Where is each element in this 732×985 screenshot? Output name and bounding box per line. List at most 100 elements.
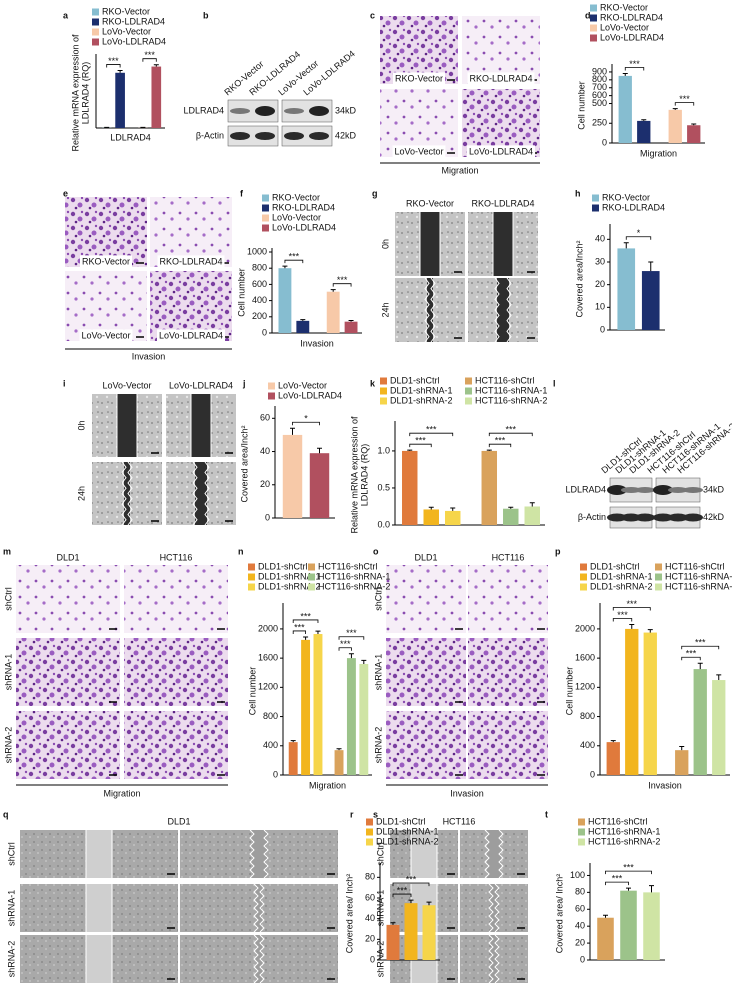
blot-membrane	[281, 99, 333, 123]
legend-label: LoVo-LDLRAD4	[272, 222, 336, 232]
significance-bracket	[605, 881, 629, 886]
scratch-gap	[497, 278, 509, 342]
legend-label: DLD1-shRNA-1	[258, 571, 321, 581]
legend-label: RKO-LDLRAD4	[602, 202, 665, 212]
micrograph	[386, 565, 466, 633]
label-background	[156, 329, 226, 342]
caption: Migration	[103, 788, 140, 798]
y-tick-label: 0	[590, 769, 595, 779]
significance-label: ***	[612, 874, 623, 884]
scratch-gap	[195, 462, 207, 525]
legend-label: RKO-Vector	[600, 2, 648, 12]
y-tick-label: 500	[592, 98, 607, 108]
wound-edge	[498, 829, 504, 879]
bar	[641, 271, 660, 330]
significance-label: ***	[340, 639, 351, 649]
panel-title: HCT116	[443, 816, 476, 826]
significance-label: ***	[695, 638, 706, 648]
wound-edge	[506, 277, 512, 343]
blot-membrane	[281, 125, 333, 147]
legend-label: LoVo-Vector	[278, 380, 327, 390]
y-axis-label: Covered area/Inch²	[239, 425, 249, 502]
significance-bracket	[612, 607, 651, 611]
significance-label: ***	[397, 885, 408, 895]
micrograph	[386, 638, 466, 706]
significance-bracket	[292, 630, 306, 634]
significance-label: ***	[289, 252, 300, 262]
significance-label: ***	[495, 436, 506, 446]
column-label: HCT116	[492, 552, 525, 562]
panel-title: DLD1	[167, 816, 190, 826]
wound-edge	[484, 829, 490, 879]
scratch-gap	[86, 935, 112, 983]
micrograph	[124, 711, 228, 779]
significance-label: ***	[144, 50, 155, 60]
y-axis-label: Relative mRNA expression of	[70, 34, 80, 152]
y-axis-label: Covered area/Inch²	[574, 240, 584, 317]
bar	[344, 321, 358, 333]
error-bar	[603, 914, 608, 918]
legend-swatch	[655, 583, 662, 591]
error-bar	[348, 653, 354, 659]
error-bar	[408, 899, 414, 904]
y-tick-label: 80	[575, 887, 585, 897]
panel-letter: g	[372, 188, 378, 198]
legend-label: HCT116-shCtrl	[588, 816, 647, 826]
significance-bracket	[409, 432, 454, 437]
significance-label: ***	[406, 874, 417, 884]
legend-label: RKO-LDLRAD4	[102, 16, 165, 26]
significance-bracket	[332, 283, 352, 287]
y-axis-label: LDLRAD4 (RQ)	[359, 444, 369, 507]
micrograph	[150, 197, 232, 267]
micrograph	[124, 638, 228, 706]
legend-swatch	[590, 14, 597, 22]
panel-letter: s	[373, 809, 378, 819]
bar	[282, 434, 303, 518]
wound-edge	[121, 461, 127, 526]
error-bar	[716, 674, 722, 681]
bar	[606, 742, 620, 775]
scratch-gap	[117, 394, 137, 457]
legend-swatch	[268, 392, 275, 400]
legend-label: LoVo-Vector	[272, 212, 321, 222]
bar	[444, 510, 461, 525]
error-bar	[679, 746, 685, 751]
legend-label: DLD1-shCtrl	[390, 375, 440, 385]
bar	[668, 109, 682, 143]
y-tick-label: 40	[595, 234, 605, 244]
micrograph	[468, 565, 548, 633]
legend-label: HCT116-shCtrl	[318, 561, 377, 571]
y-tick-label: 0	[580, 954, 585, 964]
band	[635, 487, 655, 493]
caption: Invasion	[450, 788, 484, 798]
significance-bracket	[681, 645, 720, 650]
scratch-gap	[427, 278, 433, 342]
y-tick-label: 1200	[258, 682, 278, 692]
bar	[693, 669, 707, 775]
bar	[115, 72, 125, 128]
error-bar	[317, 447, 322, 454]
significance-bracket	[338, 647, 352, 651]
significance-bracket	[392, 882, 430, 887]
y-tick-label: 0	[600, 324, 605, 334]
error-bar	[648, 261, 654, 272]
row-label: shCtrl	[3, 587, 13, 611]
x-axis-label: Migration	[640, 148, 677, 158]
panel-letter: r	[350, 809, 354, 819]
panel-letter: j	[242, 378, 246, 388]
significance-label: ***	[294, 622, 305, 632]
blot-size-label: 34kD	[335, 105, 357, 115]
legend-swatch	[380, 377, 387, 385]
bar	[422, 905, 436, 960]
significance-label: ***	[337, 275, 348, 285]
legend-swatch	[366, 838, 373, 846]
y-tick-label: 400	[580, 740, 595, 750]
y-axis-label: Cell number	[564, 667, 574, 716]
legend-label: HCT116-shRNA-2	[588, 836, 660, 846]
error-bar	[629, 624, 635, 629]
legend-swatch	[590, 34, 597, 42]
row-label: 24h	[380, 302, 390, 317]
error-bar	[691, 123, 697, 126]
y-tick-label: 30	[595, 256, 605, 266]
